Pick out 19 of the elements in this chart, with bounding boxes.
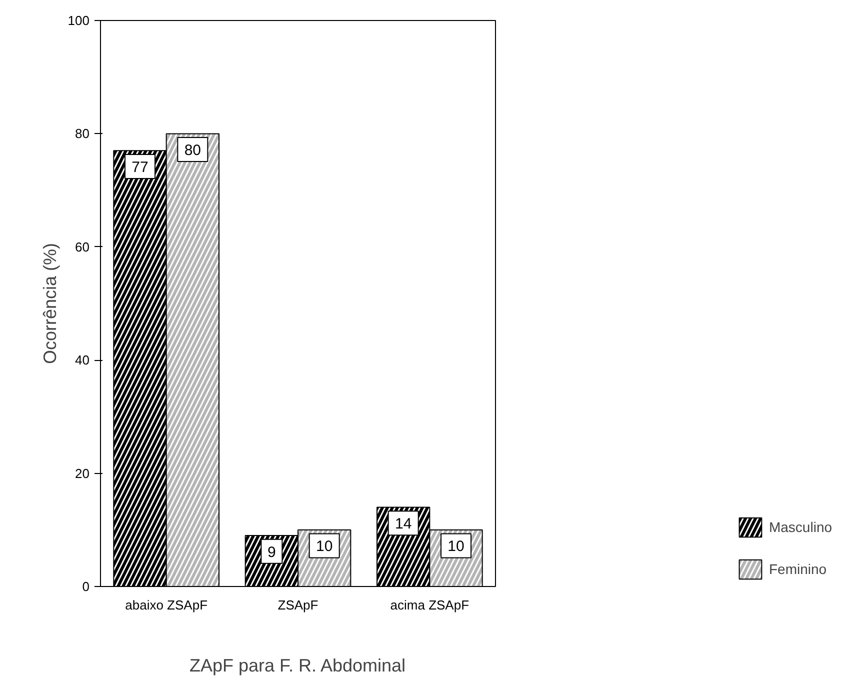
y-tick-label: 60 bbox=[75, 239, 90, 254]
x-tick-label: acima ZSApF bbox=[390, 598, 470, 612]
data-label: 9 bbox=[267, 544, 276, 561]
data-label: 14 bbox=[394, 516, 412, 533]
y-tick-label: 20 bbox=[75, 466, 90, 481]
data-label: 10 bbox=[316, 538, 333, 556]
y-tick-label: 0 bbox=[82, 579, 90, 594]
data-label: 10 bbox=[448, 538, 464, 556]
legend-label: Feminino bbox=[768, 561, 827, 577]
y-tick-label: 80 bbox=[75, 126, 90, 142]
data-label: 77 bbox=[132, 159, 148, 176]
data-label: 80 bbox=[184, 142, 202, 160]
y-axis-title: Ocorrência (%) bbox=[40, 242, 60, 364]
legend-label: Masculino bbox=[768, 519, 832, 535]
y-tick-label: 40 bbox=[75, 352, 90, 368]
y-tick-label: 100 bbox=[68, 13, 90, 28]
x-tick-label: abaixo ZSApF bbox=[125, 598, 208, 612]
x-axis-title: ZApF para F. R. Abdominal bbox=[189, 656, 406, 676]
x-tick-label: ZSApF bbox=[278, 598, 318, 612]
